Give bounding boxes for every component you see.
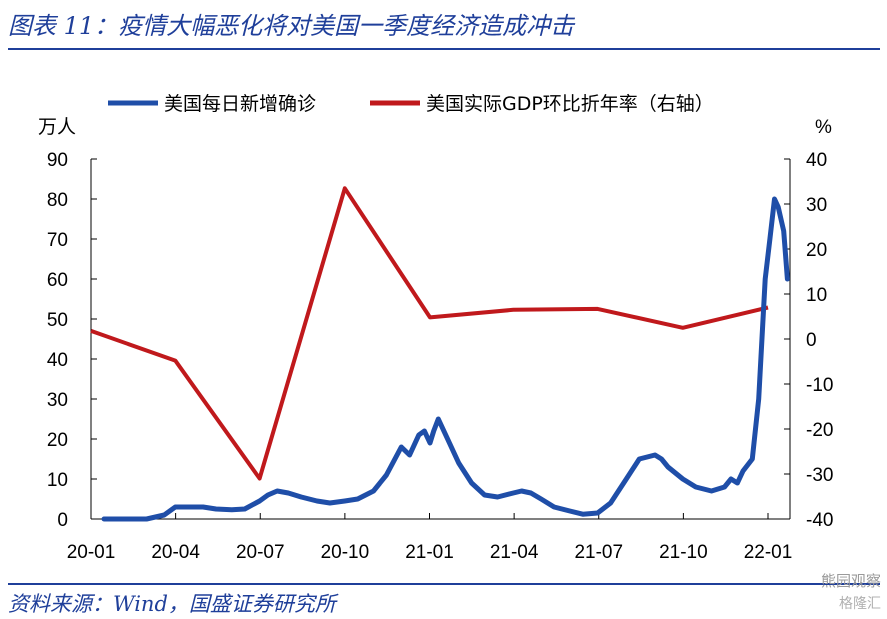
right-tick-label: 40 [806, 150, 827, 171]
x-tick-label: 21-01 [405, 542, 454, 563]
left-tick-label: 40 [47, 350, 68, 371]
right-tick-label: -10 [806, 375, 833, 396]
x-tick-label: 21-10 [659, 542, 708, 563]
x-tick-label: 20-07 [236, 542, 285, 563]
footer-rule [8, 583, 880, 585]
x-tick-label: 21-07 [574, 542, 623, 563]
x-tick-label: 20-10 [321, 542, 370, 563]
left-tick-label: 90 [47, 150, 68, 171]
watermark-secondary: 格隆汇 [839, 596, 881, 612]
x-tick-label: 20-01 [67, 542, 116, 563]
page-title: 图表 11：疫情大幅恶化将对美国一季度经济造成冲击 [8, 12, 575, 40]
legend: 美国每日新增确诊 美国实际GDP环比折年率（右轴） [108, 93, 714, 115]
right-tick-label: 30 [806, 195, 827, 216]
x-axis-ticks: 20-01 20-04 20-07 20-10 21-01 21-04 21-07 21-10… [67, 513, 793, 563]
left-tick-label: 0 [57, 510, 68, 531]
header-rule [8, 48, 880, 50]
left-tick-label: 70 [47, 230, 68, 251]
left-tick-label: 60 [47, 270, 68, 291]
legend-label-gdp: 美国实际GDP环比折年率（右轴） [426, 93, 714, 115]
right-tick-label: -20 [806, 420, 833, 441]
left-tick-label: 30 [47, 390, 68, 411]
left-tick-label: 20 [47, 430, 68, 451]
left-axis-ticks: 90 80 70 60 50 40 30 20 10 0 [47, 150, 97, 531]
right-axis-ticks: 40 30 20 10 0 -10 -20 -30 -40 [784, 150, 833, 531]
right-tick-label: -30 [806, 465, 833, 486]
legend-label-cases: 美国每日新增确诊 [164, 93, 316, 115]
x-tick-label: 21-04 [490, 542, 539, 563]
x-tick-label: 22-01 [744, 542, 793, 563]
x-tick-label: 20-04 [151, 542, 200, 563]
series-line-cases [101, 196, 790, 522]
source-note: 资料来源：Wind，国盛证券研究所 [8, 592, 336, 616]
left-tick-label: 10 [47, 470, 68, 491]
right-tick-label: 20 [806, 240, 827, 261]
watermark-primary: 熊园观察 [820, 572, 881, 590]
left-tick-label: 80 [47, 190, 68, 211]
left-axis-unit: 万人 [38, 116, 76, 138]
right-axis-unit: % [815, 117, 832, 138]
right-tick-label: 0 [806, 330, 817, 351]
left-tick-label: 50 [47, 310, 68, 331]
right-tick-label: 10 [806, 285, 827, 306]
series-line-gdp [90, 186, 769, 481]
right-tick-label: -40 [806, 510, 833, 531]
